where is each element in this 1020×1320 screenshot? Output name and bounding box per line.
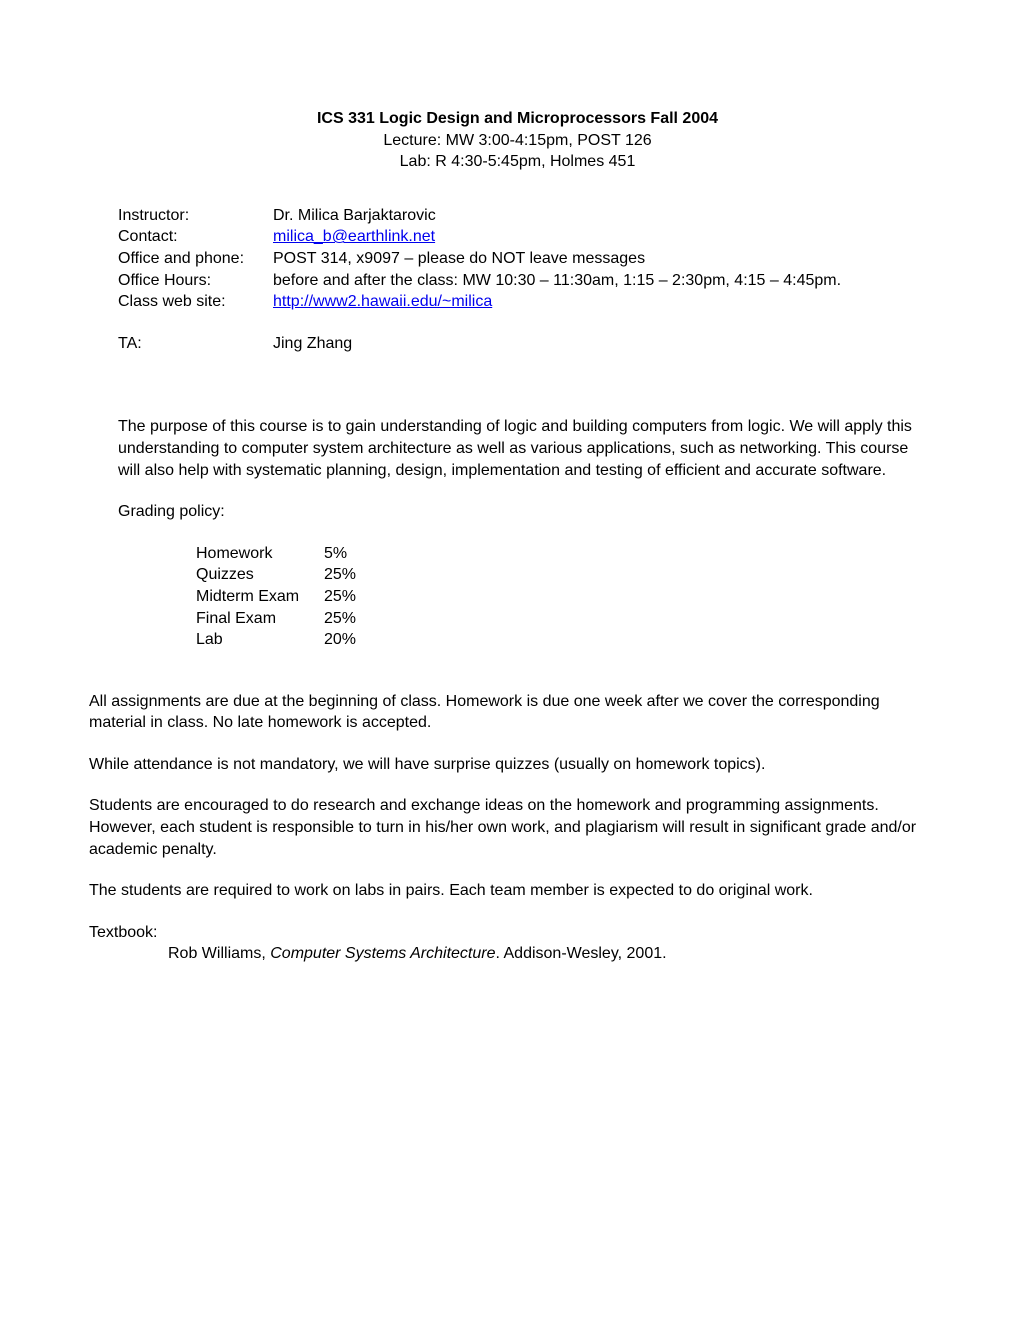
- textbook-publisher: . Addison-Wesley, 2001.: [496, 945, 667, 962]
- grading-item-name: Final Exam: [196, 608, 324, 630]
- ta-label: TA:: [118, 333, 273, 355]
- textbook-title: Computer Systems Architecture: [270, 945, 495, 962]
- grading-row-quizzes: Quizzes 25%: [196, 564, 917, 586]
- grading-item-percent: 25%: [324, 608, 356, 630]
- grading-row-homework: Homework 5%: [196, 543, 917, 565]
- course-title: ICS 331 Logic Design and Microprocessors…: [118, 108, 917, 130]
- header-section: ICS 331 Logic Design and Microprocessors…: [118, 108, 917, 173]
- paragraph-labs: The students are required to work on lab…: [89, 880, 917, 902]
- grading-row-lab: Lab 20%: [196, 629, 917, 651]
- grading-item-name: Lab: [196, 629, 324, 651]
- website-row: Class web site: http://www2.hawaii.edu/~…: [118, 291, 917, 313]
- grading-item-percent: 20%: [324, 629, 356, 651]
- grading-item-percent: 25%: [324, 564, 356, 586]
- ta-row: TA: Jing Zhang: [118, 333, 917, 355]
- instructor-value: Dr. Milica Barjaktarovic: [273, 205, 917, 227]
- grading-label: Grading policy:: [118, 501, 917, 523]
- grading-table: Homework 5% Quizzes 25% Midterm Exam 25%…: [196, 543, 917, 651]
- contact-label: Contact:: [118, 226, 273, 248]
- office-phone-row: Office and phone: POST 314, x9097 – plea…: [118, 248, 917, 270]
- contact-row: Contact: milica_b@earthlink.net: [118, 226, 917, 248]
- ta-value: Jing Zhang: [273, 333, 917, 355]
- textbook-content: Rob Williams, Computer Systems Architect…: [168, 943, 917, 965]
- paragraph-research: Students are encouraged to do research a…: [89, 795, 917, 860]
- paragraph-assignments: All assignments are due at the beginning…: [89, 691, 917, 734]
- contact-link[interactable]: milica_b@earthlink.net: [273, 228, 435, 245]
- grading-item-name: Homework: [196, 543, 324, 565]
- grading-item-name: Quizzes: [196, 564, 324, 586]
- instructor-row: Instructor: Dr. Milica Barjaktarovic: [118, 205, 917, 227]
- contact-value: milica_b@earthlink.net: [273, 226, 917, 248]
- office-hours-row: Office Hours: before and after the class…: [118, 270, 917, 292]
- website-link[interactable]: http://www2.hawaii.edu/~milica: [273, 293, 492, 310]
- grading-item-percent: 5%: [324, 543, 347, 565]
- course-description: The purpose of this course is to gain un…: [118, 416, 917, 481]
- grading-item-percent: 25%: [324, 586, 356, 608]
- grading-row-midterm: Midterm Exam 25%: [196, 586, 917, 608]
- office-hours-label: Office Hours:: [118, 270, 273, 292]
- textbook-label: Textbook:: [89, 922, 917, 944]
- office-phone-label: Office and phone:: [118, 248, 273, 270]
- info-table: Instructor: Dr. Milica Barjaktarovic Con…: [118, 205, 917, 355]
- office-phone-value: POST 314, x9097 – please do NOT leave me…: [273, 248, 917, 270]
- website-value: http://www2.hawaii.edu/~milica: [273, 291, 917, 313]
- lecture-info: Lecture: MW 3:00-4:15pm, POST 126: [118, 130, 917, 152]
- lab-info: Lab: R 4:30-5:45pm, Holmes 451: [118, 151, 917, 173]
- grading-row-final: Final Exam 25%: [196, 608, 917, 630]
- paragraph-attendance: While attendance is not mandatory, we wi…: [89, 754, 917, 776]
- instructor-label: Instructor:: [118, 205, 273, 227]
- textbook-author: Rob Williams,: [168, 945, 270, 962]
- office-hours-value: before and after the class: MW 10:30 – 1…: [273, 270, 917, 292]
- grading-item-name: Midterm Exam: [196, 586, 324, 608]
- website-label: Class web site:: [118, 291, 273, 313]
